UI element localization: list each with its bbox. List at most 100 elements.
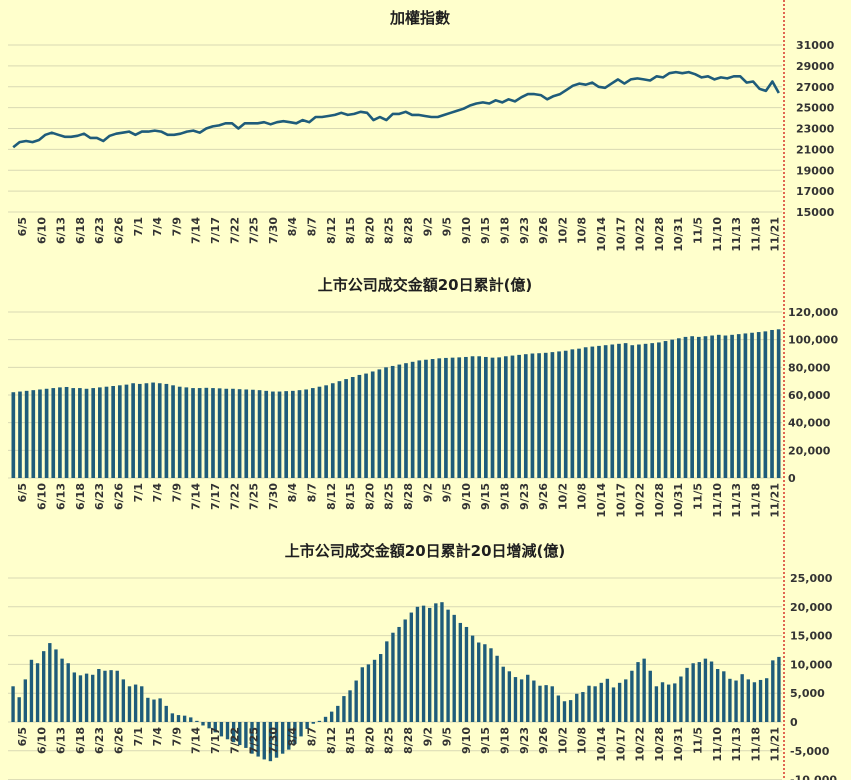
x-tick-label: 6/13 <box>55 727 68 754</box>
y-tick-label: 15000 <box>796 206 835 219</box>
bar <box>415 606 420 722</box>
bar <box>91 674 95 722</box>
x-tick-label: 6/13 <box>55 483 68 510</box>
x-tick-label: 7/17 <box>209 483 222 510</box>
bar <box>48 643 52 722</box>
x-tick-label: 10/8 <box>576 727 589 754</box>
bar <box>409 612 413 722</box>
bar <box>723 335 728 478</box>
bar <box>776 329 781 478</box>
bar <box>171 385 175 478</box>
bar <box>597 345 601 478</box>
x-tick-label: 8/28 <box>402 727 415 754</box>
x-tick-label: 8/28 <box>402 483 415 510</box>
bar <box>677 338 681 478</box>
bar <box>44 388 49 478</box>
x-tick-label: 10/14 <box>595 483 608 518</box>
bar <box>517 354 521 478</box>
bar <box>590 346 595 478</box>
bar <box>17 697 21 722</box>
x-tick-label: 11/5 <box>692 483 705 510</box>
bar <box>683 336 688 478</box>
x-tick-label: 8/25 <box>383 483 396 510</box>
bar <box>293 722 297 744</box>
bar <box>457 357 462 478</box>
bar <box>91 388 96 478</box>
x-tick-label: 8/4 <box>286 727 299 747</box>
x-tick-label: 9/15 <box>479 483 492 510</box>
bar <box>679 676 683 722</box>
x-tick-label: 6/26 <box>113 217 126 244</box>
bar <box>244 389 249 478</box>
bar <box>630 670 634 722</box>
x-tick-label: 9/18 <box>499 483 512 510</box>
bar <box>643 343 648 478</box>
x-tick-label: 10/28 <box>653 217 666 252</box>
x-tick-label: 6/5 <box>16 727 29 746</box>
bar <box>177 386 182 478</box>
x-tick-label: 10/17 <box>614 217 627 252</box>
x-tick-label: 6/26 <box>113 483 126 510</box>
x-tick-label: 10/17 <box>614 727 627 762</box>
x-tick-label: 7/25 <box>248 727 261 754</box>
x-tick-label: 10/22 <box>634 217 647 252</box>
bar <box>657 342 661 478</box>
x-tick-label: 9/15 <box>479 217 492 244</box>
bar <box>434 603 438 722</box>
bar <box>231 722 236 743</box>
bar <box>103 670 107 722</box>
bar <box>568 700 573 722</box>
bar <box>104 386 109 478</box>
bar <box>696 336 701 478</box>
bar <box>446 609 450 722</box>
chart-title-turnover-change: 上市公司成交金額20日累計20日增減(億) <box>285 542 565 560</box>
bar <box>144 383 149 478</box>
bar <box>703 658 708 722</box>
x-tick-label: 9/26 <box>537 727 550 754</box>
bar <box>777 656 781 722</box>
y-tick-label: 17000 <box>796 185 835 198</box>
bar <box>670 339 675 478</box>
bar <box>605 678 610 722</box>
bar <box>530 353 535 478</box>
bar <box>430 359 435 478</box>
bar <box>575 693 579 722</box>
bar <box>630 345 635 478</box>
bar <box>513 677 518 722</box>
y-tick-label: 19000 <box>796 164 835 177</box>
bar <box>111 386 115 478</box>
chart-title-price-index: 加權指數 <box>389 9 450 27</box>
bar <box>350 377 355 478</box>
bar <box>64 386 69 478</box>
bar <box>771 660 775 722</box>
x-tick-label: 7/22 <box>228 727 241 754</box>
bar <box>357 374 362 478</box>
bar <box>763 331 768 478</box>
bar <box>756 332 761 478</box>
bar <box>158 698 162 722</box>
x-tick-label: 7/4 <box>151 217 164 237</box>
x-tick-label: 9/23 <box>518 217 531 244</box>
x-tick-label: 8/12 <box>325 217 338 244</box>
y-tick-label: 60,000 <box>788 389 831 402</box>
bar <box>450 357 455 478</box>
bar <box>397 626 401 722</box>
bar <box>623 343 628 479</box>
x-tick-label: 10/14 <box>595 727 608 762</box>
bar <box>323 716 328 722</box>
bar <box>84 673 89 722</box>
bar <box>740 674 744 722</box>
bar <box>98 387 102 478</box>
x-tick-label: 8/15 <box>344 727 357 754</box>
bar <box>109 670 113 722</box>
x-tick-label: 8/15 <box>344 483 357 510</box>
bar <box>404 363 408 478</box>
y-tick-label: 25000 <box>796 102 835 115</box>
bar <box>370 371 375 478</box>
bar <box>364 373 368 478</box>
y-tick-label: 5,000 <box>790 687 825 700</box>
bar <box>317 386 322 478</box>
bar <box>734 680 738 722</box>
bar <box>11 392 16 478</box>
bar <box>42 651 46 722</box>
